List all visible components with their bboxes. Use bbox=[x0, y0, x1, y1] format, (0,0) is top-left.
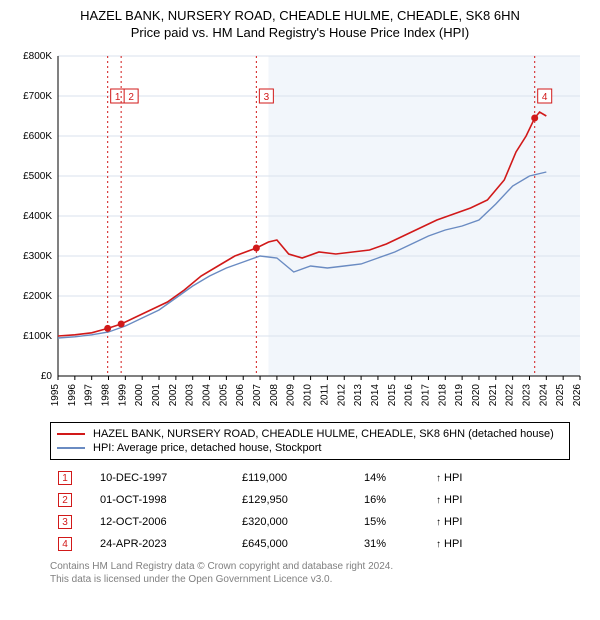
sale-pct: 14% bbox=[358, 468, 428, 488]
sale-marker-3: 3 bbox=[58, 515, 72, 529]
svg-text:2017: 2017 bbox=[420, 384, 431, 407]
table-row: 2 01-OCT-1998£129,95016%↑ HPI bbox=[52, 490, 568, 510]
svg-text:2023: 2023 bbox=[521, 384, 532, 407]
svg-text:2025: 2025 bbox=[555, 384, 566, 407]
svg-text:1996: 1996 bbox=[67, 384, 78, 407]
svg-text:1: 1 bbox=[115, 92, 121, 103]
svg-text:£500K: £500K bbox=[23, 171, 52, 182]
svg-text:4: 4 bbox=[542, 92, 548, 103]
arrow-up-icon: ↑ bbox=[436, 539, 441, 550]
svg-text:3: 3 bbox=[264, 92, 270, 103]
sale-suffix: ↑ HPI bbox=[430, 512, 568, 532]
svg-text:£0: £0 bbox=[41, 371, 53, 382]
arrow-up-icon: ↑ bbox=[436, 473, 441, 484]
svg-text:2004: 2004 bbox=[202, 384, 213, 407]
legend-item-hpi: HPI: Average price, detached house, Stoc… bbox=[57, 441, 563, 455]
sale-price: £320,000 bbox=[236, 512, 356, 532]
svg-text:1999: 1999 bbox=[117, 384, 128, 407]
legend-label-hpi: HPI: Average price, detached house, Stoc… bbox=[93, 442, 322, 454]
svg-text:£700K: £700K bbox=[23, 91, 52, 102]
sale-marker-4: 4 bbox=[58, 537, 72, 551]
chart-title-block: HAZEL BANK, NURSERY ROAD, CHEADLE HULME,… bbox=[10, 8, 590, 40]
sale-date: 12-OCT-2006 bbox=[94, 512, 234, 532]
sales-table: 110-DEC-1997£119,00014%↑ HPI201-OCT-1998… bbox=[50, 466, 570, 556]
svg-text:2002: 2002 bbox=[168, 384, 179, 407]
svg-text:£200K: £200K bbox=[23, 291, 52, 302]
svg-text:£800K: £800K bbox=[23, 51, 52, 62]
svg-text:2024: 2024 bbox=[538, 384, 549, 407]
table-row: 3 12-OCT-2006£320,00015%↑ HPI bbox=[52, 512, 568, 532]
svg-text:2012: 2012 bbox=[336, 384, 347, 407]
legend-swatch-hpi bbox=[57, 447, 85, 449]
svg-text:1998: 1998 bbox=[101, 384, 112, 407]
sale-pct: 15% bbox=[358, 512, 428, 532]
sale-date: 01-OCT-1998 bbox=[94, 490, 234, 510]
chart-svg: £0 £100K £200K £300K £400K £500K £600K £700K £80… bbox=[10, 46, 590, 416]
svg-text:2007: 2007 bbox=[252, 384, 263, 407]
sale-suffix: ↑ HPI bbox=[430, 490, 568, 510]
svg-text:2011: 2011 bbox=[319, 384, 330, 406]
footer-attribution: Contains HM Land Registry data © Crown c… bbox=[50, 560, 570, 586]
svg-text:2020: 2020 bbox=[471, 384, 482, 407]
sale-suffix: ↑ HPI bbox=[430, 468, 568, 488]
sale-pct: 31% bbox=[358, 534, 428, 554]
legend-label-property: HAZEL BANK, NURSERY ROAD, CHEADLE HULME,… bbox=[93, 428, 554, 440]
svg-text:£400K: £400K bbox=[23, 211, 52, 222]
sale-suffix: ↑ HPI bbox=[430, 534, 568, 554]
title-line-2: Price paid vs. HM Land Registry's House … bbox=[10, 25, 590, 40]
price-chart: £0 £100K £200K £300K £400K £500K £600K £700K £80… bbox=[10, 46, 590, 416]
svg-text:2014: 2014 bbox=[370, 384, 381, 407]
svg-text:1997: 1997 bbox=[84, 384, 95, 407]
legend-item-property: HAZEL BANK, NURSERY ROAD, CHEADLE HULME,… bbox=[57, 427, 563, 441]
svg-text:2009: 2009 bbox=[286, 384, 297, 407]
svg-text:2015: 2015 bbox=[387, 384, 398, 407]
table-row: 1 10-DEC-1997£119,00014%↑ HPI bbox=[52, 468, 568, 488]
sale-price: £645,000 bbox=[236, 534, 356, 554]
sale-price: £119,000 bbox=[236, 468, 356, 488]
footer-line-2: This data is licensed under the Open Gov… bbox=[50, 573, 570, 586]
svg-text:2006: 2006 bbox=[235, 384, 246, 407]
svg-text:2018: 2018 bbox=[437, 384, 448, 407]
svg-text:2000: 2000 bbox=[134, 384, 145, 407]
svg-text:2: 2 bbox=[128, 92, 134, 103]
sale-date: 24-APR-2023 bbox=[94, 534, 234, 554]
legend-swatch-property bbox=[57, 433, 85, 435]
svg-text:2022: 2022 bbox=[505, 384, 516, 407]
title-line-1: HAZEL BANK, NURSERY ROAD, CHEADLE HULME,… bbox=[10, 8, 590, 23]
svg-text:2021: 2021 bbox=[488, 384, 499, 407]
arrow-up-icon: ↑ bbox=[436, 517, 441, 528]
svg-text:2026: 2026 bbox=[572, 384, 583, 407]
sale-price: £129,950 bbox=[236, 490, 356, 510]
sale-date: 10-DEC-1997 bbox=[94, 468, 234, 488]
svg-text:2013: 2013 bbox=[353, 384, 364, 407]
sale-marker-2: 2 bbox=[58, 493, 72, 507]
svg-text:2008: 2008 bbox=[269, 384, 280, 407]
legend-box: HAZEL BANK, NURSERY ROAD, CHEADLE HULME,… bbox=[50, 422, 570, 460]
svg-text:2003: 2003 bbox=[185, 384, 196, 407]
sale-pct: 16% bbox=[358, 490, 428, 510]
svg-text:2001: 2001 bbox=[151, 384, 162, 407]
svg-text:£100K: £100K bbox=[23, 331, 52, 342]
table-row: 4 24-APR-2023£645,00031%↑ HPI bbox=[52, 534, 568, 554]
svg-text:£300K: £300K bbox=[23, 251, 52, 262]
svg-text:2005: 2005 bbox=[218, 384, 229, 407]
arrow-up-icon: ↑ bbox=[436, 495, 441, 506]
svg-text:2010: 2010 bbox=[303, 384, 314, 407]
svg-text:2016: 2016 bbox=[404, 384, 415, 407]
svg-text:£600K: £600K bbox=[23, 131, 52, 142]
svg-text:1995: 1995 bbox=[50, 384, 61, 407]
svg-text:2019: 2019 bbox=[454, 384, 465, 407]
footer-line-1: Contains HM Land Registry data © Crown c… bbox=[50, 560, 570, 573]
sale-marker-1: 1 bbox=[58, 471, 72, 485]
